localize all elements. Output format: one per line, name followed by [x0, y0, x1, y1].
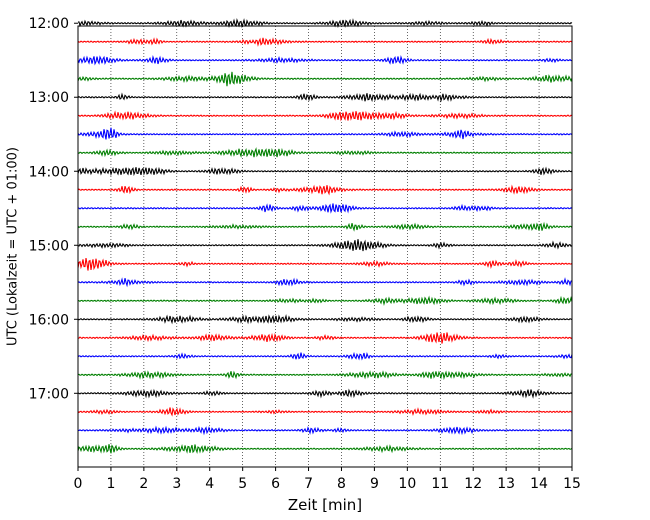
y-tick-label: 12:00: [29, 16, 69, 32]
x-tick-label: 11: [431, 476, 449, 492]
trace-1745: [77, 443, 573, 455]
trace-1300: [77, 92, 573, 103]
x-tick-label: 15: [563, 476, 581, 492]
y-tick-label: 15:00: [29, 238, 69, 254]
trace-1345: [77, 147, 573, 158]
vertical-grid: [110, 26, 540, 467]
trace-1315: [77, 110, 573, 122]
trace-1515: [77, 257, 573, 271]
trace-1545: [77, 295, 573, 306]
x-tick-label: 5: [238, 476, 247, 492]
x-tick-label: 12: [464, 476, 482, 492]
x-tick-label: 10: [398, 476, 416, 492]
trace-1730: [77, 425, 573, 436]
seismic-traces: [77, 17, 573, 455]
y-axis-ticks: 12:00 13:00 14:00 15:00 16:00 17:00: [29, 16, 78, 402]
x-tick-label: 3: [172, 476, 181, 492]
y-axis-label: UTC (Lokalzeit = UTC + 01:00): [6, 147, 21, 346]
trace-1430: [77, 203, 573, 214]
y-tick-label: 16:00: [29, 312, 69, 328]
trace-1615: [77, 332, 573, 344]
x-tick-label: 1: [106, 476, 115, 492]
trace-1700: [77, 388, 573, 399]
trace-1645: [77, 370, 573, 381]
trace-1530: [77, 277, 573, 288]
x-tick-label: 2: [139, 476, 148, 492]
y-tick-label: 13:00: [29, 90, 69, 106]
y-tick-label: 17:00: [29, 386, 69, 402]
trace-1245: [77, 71, 573, 87]
trace-1400: [77, 166, 573, 177]
x-tick-label: 8: [337, 476, 346, 492]
x-tick-label: 7: [304, 476, 313, 492]
x-tick-label: 6: [271, 476, 280, 492]
trace-1500: [77, 239, 573, 252]
trace-1200: [77, 17, 573, 29]
x-tick-label: 4: [205, 476, 214, 492]
x-tick-label: 0: [74, 476, 83, 492]
plot-frame: [77, 25, 573, 468]
y-tick-label: 14:00: [29, 164, 69, 180]
trace-1415: [77, 184, 573, 196]
x-axis-ticks: 0 1 2 3 4 5 6 7 8 9 10 11 12 13 14 15: [74, 467, 581, 492]
trace-1630: [77, 351, 573, 361]
trace-1330: [77, 127, 573, 140]
trace-1230: [77, 55, 573, 66]
x-tick-label: 9: [370, 476, 379, 492]
x-tick-label: 13: [497, 476, 515, 492]
x-tick-label: 14: [530, 476, 548, 492]
trace-1215: [77, 37, 573, 47]
trace-1715: [77, 407, 573, 417]
x-axis-label: Zeit [min]: [288, 496, 362, 514]
trace-1600: [77, 314, 573, 325]
trace-1445: [77, 221, 573, 232]
